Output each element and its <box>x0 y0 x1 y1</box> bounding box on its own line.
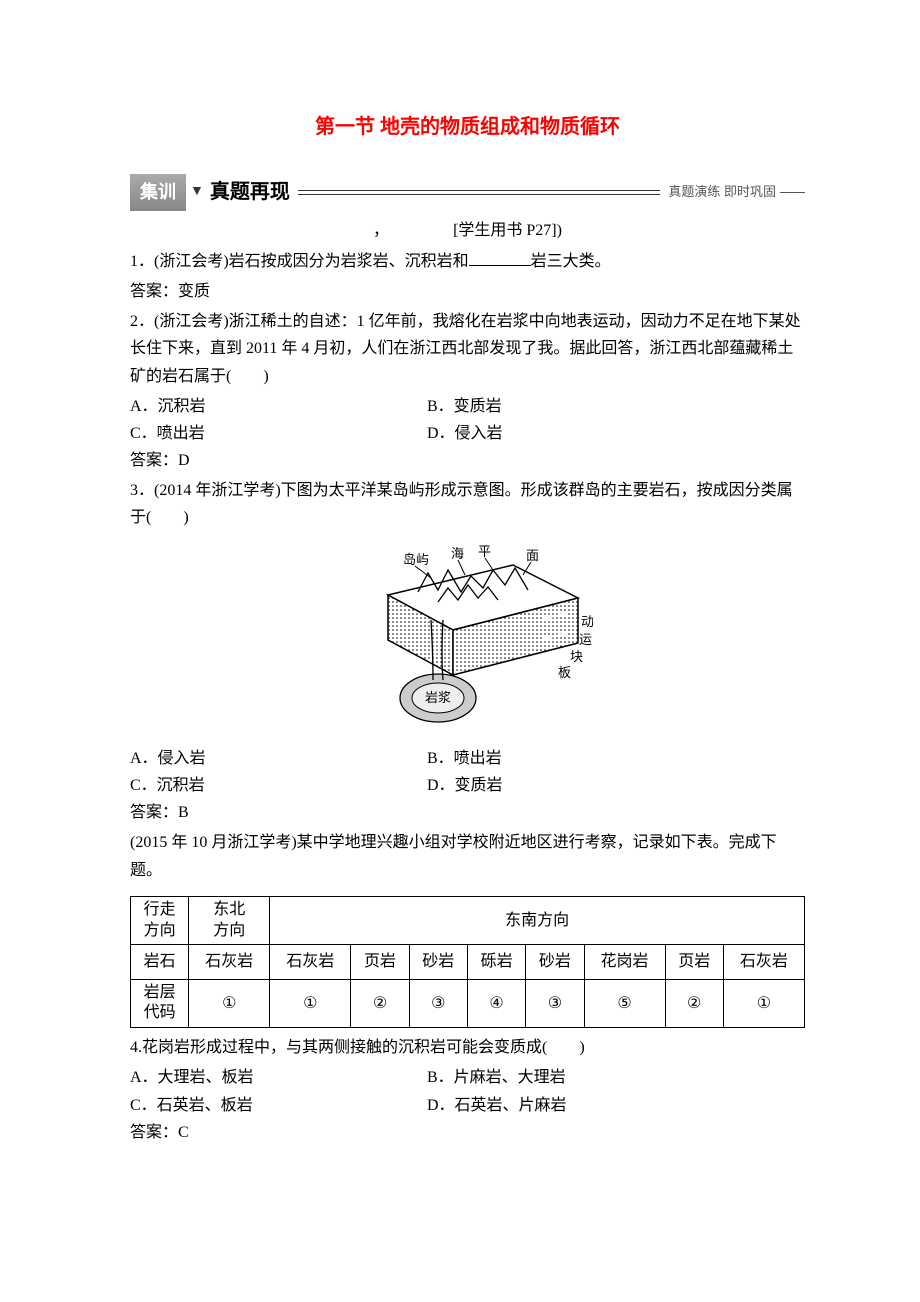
q2-choice-a: A．沉积岩 <box>130 393 427 420</box>
rock-cell: 页岩 <box>665 945 723 979</box>
end-line <box>780 192 805 193</box>
q3-answer: 答案：B <box>130 799 805 826</box>
th-code: 岩层代码 <box>131 979 189 1028</box>
label-surface: 面 <box>526 548 539 563</box>
q4-choice-b: B．片麻岩、大理岩 <box>427 1064 724 1091</box>
code-cell: ② <box>351 979 409 1028</box>
banner-sub: 真题再现 <box>210 175 290 209</box>
divider-line <box>298 190 661 195</box>
rock-cell: 砾岩 <box>467 945 525 979</box>
q1-text: 1．(浙江会考)岩石按成因分为岩浆岩、沉积岩和 岩三大类。 <box>130 248 805 275</box>
label-sea: 海 <box>451 546 464 561</box>
rock-cell: 石灰岩 <box>189 945 270 979</box>
q2-text: 2．(浙江会考)浙江稀土的自述：1 亿年前，我熔化在岩浆中向地表运动，因动力不足… <box>130 308 805 390</box>
label-magma: 岩浆 <box>425 690 451 705</box>
table-code-row: 岩层代码 ① ① ② ③ ④ ③ ⑤ ② ① <box>131 979 805 1028</box>
code-cell: ① <box>189 979 270 1028</box>
q4-intro: (2015 年 10 月浙江学考)某中学地理兴趣小组对学校附近地区进行考察，记录… <box>130 829 805 883</box>
rock-cell: 砂岩 <box>409 945 467 979</box>
label-move: 动 <box>581 614 593 629</box>
rock-cell: 砂岩 <box>526 945 584 979</box>
blank-line <box>469 265 531 266</box>
q2-choice-d: D．侵入岩 <box>427 420 724 447</box>
code-cell: ③ <box>526 979 584 1028</box>
code-cell: ③ <box>409 979 467 1028</box>
q1-answer: 答案：变质 <box>130 278 805 305</box>
q3-text: 3．(2014 年浙江学考)下图为太平洋某岛屿形成示意图。形成该群岛的主要岩石，… <box>130 477 805 531</box>
geology-table: 行走方向 东北方向 东南方向 岩石 石灰岩 石灰岩 页岩 砂岩 砾岩 砂岩 花岗… <box>130 896 805 1028</box>
page-reference-row: ， [学生用书 P27]) <box>130 217 805 244</box>
q2-choice-b: B．变质岩 <box>427 393 724 420</box>
label-plate: 板 <box>558 665 571 680</box>
code-cell: ② <box>665 979 723 1028</box>
q4-choice-d: D．石英岩、片麻岩 <box>427 1092 724 1119</box>
q3-choice-c: C．沉积岩 <box>130 772 427 799</box>
q2-choice-c: C．喷出岩 <box>130 420 427 447</box>
q2-choices: A．沉积岩 B．变质岩 C．喷出岩 D．侵入岩 <box>130 393 805 447</box>
th-se: 东南方向 <box>270 896 805 945</box>
triangle-icon: ▼ <box>190 180 204 204</box>
rock-cell: 石灰岩 <box>723 945 804 979</box>
th-ne: 东北方向 <box>189 896 270 945</box>
q4-choices: A．大理岩、板岩 B．片麻岩、大理岩 C．石英岩、板岩 D．石英岩、片麻岩 <box>130 1064 805 1118</box>
th-rock: 岩石 <box>131 945 189 979</box>
section-title: 第一节 地壳的物质组成和物质循环 <box>130 110 805 144</box>
banner-caption: 真题演练 即时巩固 <box>668 181 776 203</box>
island-diagram: 岛屿 海 平 面 动 运 块 板 岩浆 <box>130 540 805 739</box>
table-rock-row: 岩石 石灰岩 石灰岩 页岩 砂岩 砾岩 砂岩 花岗岩 页岩 石灰岩 <box>131 945 805 979</box>
code-cell: ① <box>723 979 804 1028</box>
q3-choice-a: A．侵入岩 <box>130 745 427 772</box>
q3-choice-b: B．喷出岩 <box>427 745 724 772</box>
q4-choice-c: C．石英岩、板岩 <box>130 1092 427 1119</box>
q4-text: 4.花岗岩形成过程中，与其两侧接触的沉积岩可能会变质成( ) <box>130 1034 805 1061</box>
q3-choice-d: D．变质岩 <box>427 772 724 799</box>
code-cell: ⑤ <box>584 979 665 1028</box>
label-block: 块 <box>570 649 583 664</box>
training-banner: 集训 ▼ 真题再现 真题演练 即时巩固 <box>130 174 805 211</box>
label-island: 岛屿 <box>403 552 429 567</box>
label-trans: 运 <box>579 632 592 647</box>
table-header-row: 行走方向 东北方向 东南方向 <box>131 896 805 945</box>
rock-cell: 页岩 <box>351 945 409 979</box>
q1-text-a: 1．(浙江会考)岩石按成因分为岩浆岩、沉积岩和 <box>130 253 469 270</box>
code-cell: ④ <box>467 979 525 1028</box>
q4-choice-a: A．大理岩、板岩 <box>130 1064 427 1091</box>
label-level: 平 <box>478 544 491 559</box>
content-body: 1．(浙江会考)岩石按成因分为岩浆岩、沉积岩和 岩三大类。 答案：变质 2．(浙江… <box>130 248 805 1146</box>
code-cell: ① <box>270 979 351 1028</box>
rock-cell: 石灰岩 <box>270 945 351 979</box>
banner-label-group: 集训 ▼ 真题再现 <box>130 174 290 211</box>
banner-box: 集训 <box>130 174 186 211</box>
q2-answer: 答案：D <box>130 447 805 474</box>
page-reference: [学生用书 P27]) <box>453 222 562 239</box>
q3-choices: A．侵入岩 B．喷出岩 C．沉积岩 D．变质岩 <box>130 745 805 799</box>
q1-text-b: 岩三大类。 <box>531 253 611 270</box>
q4-answer: 答案：C <box>130 1119 805 1146</box>
rock-cell: 花岗岩 <box>584 945 665 979</box>
th-walk: 行走方向 <box>131 896 189 945</box>
page-ref-prefix: ， <box>373 222 389 239</box>
